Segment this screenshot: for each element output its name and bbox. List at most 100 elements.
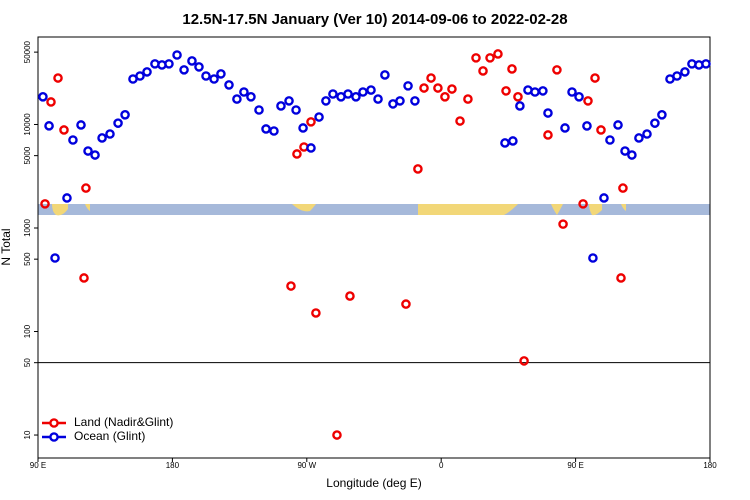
y-tick-label: 10000 — [23, 113, 32, 136]
point — [314, 112, 324, 122]
x-axis-label: Longitude (deg E) — [326, 476, 421, 490]
plot-frame — [37, 36, 711, 459]
point — [291, 105, 301, 115]
point — [172, 50, 182, 60]
point — [90, 150, 100, 160]
point — [515, 101, 525, 111]
point — [642, 129, 652, 139]
point — [59, 125, 69, 135]
point — [216, 69, 226, 79]
point — [201, 71, 211, 81]
point — [76, 120, 86, 130]
point — [284, 96, 294, 106]
y-tick-label: 50000 — [23, 40, 32, 63]
point — [519, 356, 529, 366]
point — [306, 143, 316, 153]
point — [618, 183, 628, 193]
y-tick-label: 1000 — [23, 219, 32, 237]
x-tick-label: 90 W — [297, 461, 316, 470]
point — [286, 281, 296, 291]
point — [292, 149, 302, 159]
point — [321, 96, 331, 106]
y-tick-label: 50 — [23, 358, 32, 367]
point — [508, 136, 518, 146]
point — [395, 96, 405, 106]
y-axis-label: N Total — [0, 228, 13, 265]
point — [530, 87, 540, 97]
point — [53, 73, 63, 83]
point — [440, 92, 450, 102]
point — [478, 66, 488, 76]
point — [97, 133, 107, 143]
point — [380, 70, 390, 80]
point — [605, 135, 615, 145]
point — [194, 62, 204, 72]
y-tick-label: 500 — [23, 252, 32, 266]
point — [187, 56, 197, 66]
map-strip — [38, 204, 710, 216]
point — [410, 96, 420, 106]
point — [246, 92, 256, 102]
point — [582, 121, 592, 131]
point — [311, 308, 321, 318]
point — [672, 71, 682, 81]
point — [135, 71, 145, 81]
point — [44, 121, 54, 131]
point — [500, 138, 510, 148]
point — [634, 133, 644, 143]
point — [588, 253, 598, 263]
point — [254, 105, 264, 115]
point — [596, 125, 606, 135]
point — [447, 84, 457, 94]
point — [366, 85, 376, 95]
point — [261, 124, 271, 134]
point — [627, 150, 637, 160]
point — [232, 94, 242, 104]
point — [351, 92, 361, 102]
point — [701, 59, 711, 69]
point — [620, 146, 630, 156]
point — [239, 87, 249, 97]
point — [485, 53, 495, 63]
y-tick-label: 5000 — [23, 146, 32, 164]
x-tick-label: 90 E — [567, 461, 583, 470]
point — [507, 64, 517, 74]
point — [419, 83, 429, 93]
point — [179, 65, 189, 75]
point — [113, 118, 123, 128]
point — [142, 67, 152, 77]
point — [46, 97, 56, 107]
legend-label: Ocean (Glint) — [74, 429, 145, 443]
point — [680, 67, 690, 77]
point — [493, 49, 503, 59]
point — [463, 94, 473, 104]
y-tick-label: 10 — [23, 430, 32, 439]
point — [62, 193, 72, 203]
x-tick-label: 180 — [166, 461, 180, 470]
point — [560, 123, 570, 133]
point — [120, 110, 130, 120]
point — [433, 83, 443, 93]
point — [426, 73, 436, 83]
point — [543, 130, 553, 140]
y-tick-label: 100 — [23, 324, 32, 338]
point — [164, 59, 174, 69]
point — [269, 126, 279, 136]
point — [224, 80, 234, 90]
point — [343, 89, 353, 99]
point — [40, 199, 50, 209]
point — [38, 92, 48, 102]
point — [552, 65, 562, 75]
point — [590, 73, 600, 83]
point — [332, 430, 342, 440]
legend-marker — [49, 418, 59, 428]
point — [68, 135, 78, 145]
point — [358, 87, 368, 97]
point — [298, 123, 308, 133]
point — [616, 273, 626, 283]
point — [650, 118, 660, 128]
chart-title: 12.5N-17.5N January (Ver 10) 2014-09-06 … — [182, 11, 567, 28]
point — [583, 96, 593, 106]
point — [455, 116, 465, 126]
